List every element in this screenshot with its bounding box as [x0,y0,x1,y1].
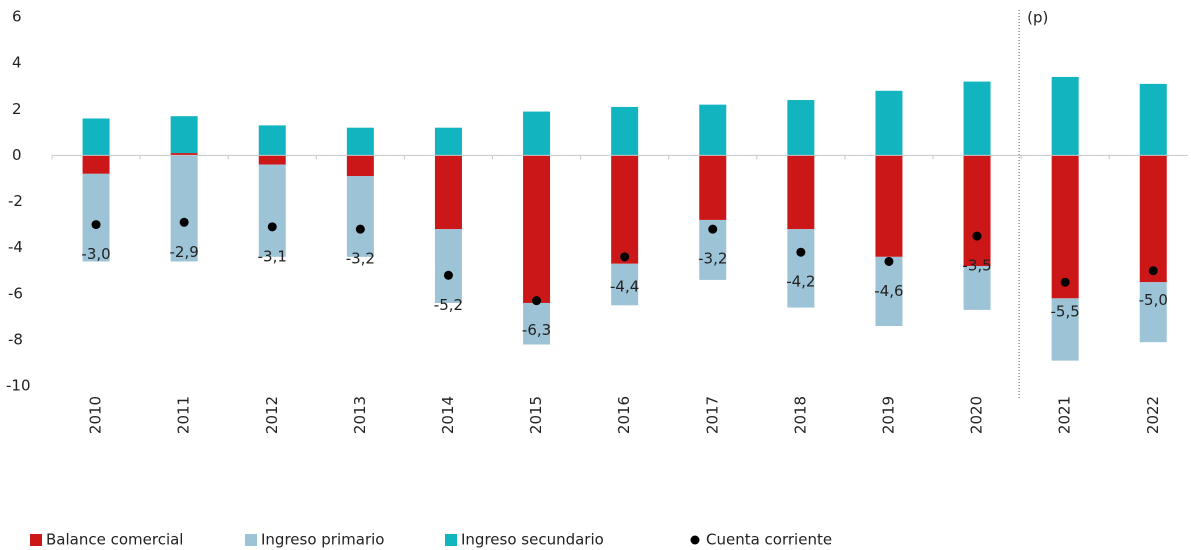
dot [91,220,101,230]
bar-segment [1139,282,1167,343]
legend-label: Ingreso primario [261,531,384,549]
bar-segment [699,155,727,220]
bar-segment [170,116,198,154]
bar-segment [523,155,551,303]
dot [796,247,806,257]
x-tick-label: 2013 [351,396,369,434]
data-label: -4,2 [786,273,815,291]
bar-segment [346,176,374,257]
bar-segment [1051,76,1079,156]
bar-segment [963,81,991,156]
legend-swatch [245,534,257,546]
bar-segment [611,106,639,156]
bar-segment [346,155,374,177]
bar-segment [787,229,815,308]
dot [443,270,453,280]
bar-segment [258,155,286,165]
bar-segment [434,127,462,156]
bar-segment [82,118,110,156]
x-tick-label: 2021 [1056,396,1074,434]
y-tick-label: -8 [8,330,23,348]
dot [708,224,718,234]
data-label: -3,0 [81,245,110,263]
bar-segment [1051,298,1079,361]
bar-segment [1051,155,1079,299]
data-label: -3,2 [346,250,375,268]
x-tick-label: 2020 [968,396,986,434]
dot [620,252,630,262]
dot [179,217,189,227]
bar-segment [523,302,551,345]
dot [972,231,982,241]
bar-segment [258,164,286,257]
dot [884,256,894,266]
bar-segment [523,111,551,156]
bar-segment [699,104,727,156]
x-tick-label: 2011 [175,396,193,434]
x-tick-label: 2019 [879,396,897,434]
bar-segment [963,155,991,267]
bar-segment [1139,83,1167,156]
x-tick-label: 2014 [439,396,457,434]
data-label: -4,4 [610,277,639,295]
bar-segment [170,155,198,262]
x-tick-label: 2015 [527,396,545,434]
annotation: (p) [1027,9,1048,27]
y-tick-label: -10 [6,377,31,395]
y-tick-label: -2 [8,192,23,210]
dot [532,296,542,306]
data-label: -5,5 [1051,303,1080,321]
y-tick-label: 2 [12,100,22,118]
bar-segment [963,266,991,310]
y-tick-label: 4 [12,54,22,72]
bar-segment [258,125,286,156]
dot [1060,277,1070,287]
x-tick-label: 2018 [791,396,809,434]
bar-segment [611,155,639,264]
bar-segment [875,256,903,327]
bar-segment [434,229,462,303]
data-label: -5,2 [434,296,463,314]
x-tick-label: 2022 [1144,396,1162,434]
bar-segment [611,263,639,306]
x-tick-label: 2010 [87,396,105,434]
bar-segment [170,153,198,156]
legend-swatch [30,534,42,546]
y-tick-label: -6 [8,284,23,302]
bar-segment [346,127,374,156]
y-tick-label: 6 [12,8,22,26]
bar-segment [875,155,903,257]
legend-label: Cuenta corriente [706,531,832,549]
data-label: -6,3 [522,321,551,339]
bar-segment [787,100,815,156]
dot [355,224,365,234]
bar-segment [1139,155,1167,283]
data-label: -4,6 [874,282,903,300]
y-tick-label: -4 [8,238,23,256]
x-tick-label: 2016 [615,396,633,434]
legend-label: Balance comercial [46,531,183,549]
x-tick-label: 2017 [703,396,721,434]
legend-swatch [690,535,700,545]
dot [1148,266,1158,276]
x-tick-label: 2012 [263,396,281,434]
bar-segment [82,173,110,262]
y-tick-label: 0 [12,146,22,164]
legend-label: Ingreso secundario [461,531,604,549]
dot [267,222,277,232]
bar-segment [434,155,462,230]
legend-swatch [445,534,457,546]
data-label: -3,1 [258,247,287,265]
data-label: -5,0 [1139,291,1168,309]
data-label: -2,9 [170,243,199,261]
bar-segment [82,155,110,174]
data-label: -3,5 [962,257,991,275]
bar-segment [875,90,903,156]
data-label: -3,2 [698,250,727,268]
bar-segment [787,155,815,230]
